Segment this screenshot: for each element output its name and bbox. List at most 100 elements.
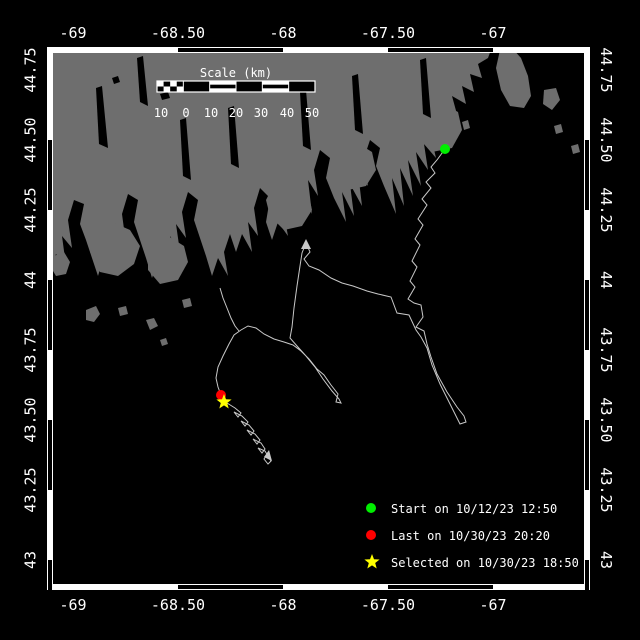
island — [266, 182, 312, 230]
legend-selected-marker — [364, 554, 380, 569]
frame-bottom — [47, 584, 590, 590]
marker-layer — [216, 144, 450, 409]
legend-label: Start on 10/12/23 12:50 — [391, 502, 557, 516]
island — [146, 318, 158, 330]
lon-label-bottom: -67 — [479, 596, 506, 614]
lat-label-left: 43.75 — [21, 327, 39, 372]
scale-tick-label: 10 — [204, 106, 218, 120]
island — [86, 306, 100, 322]
scale-tick-label: 30 — [254, 106, 268, 120]
lon-label-bottom: -67.50 — [361, 596, 415, 614]
lat-label-left: 44.75 — [21, 47, 39, 92]
scale-bar-title: Scale (km) — [200, 66, 272, 80]
island — [543, 88, 560, 110]
scale-tick-label: 50 — [305, 106, 319, 120]
lat-label-right: 44 — [597, 271, 615, 289]
legend-label: Selected on 10/30/23 18:50 — [391, 556, 579, 570]
lon-label-top: -69 — [59, 24, 86, 42]
island — [198, 170, 252, 228]
frame-tick-segment — [178, 48, 283, 52]
scale-segment — [236, 81, 263, 92]
island — [118, 306, 128, 316]
lat-label-left: 44.25 — [21, 187, 39, 232]
inlet — [228, 106, 239, 168]
frame-tick-segment — [585, 280, 589, 350]
frame-tick-segment — [585, 560, 589, 590]
scale-tick-label: 0 — [182, 106, 189, 120]
frame-tick-segment — [388, 48, 493, 52]
inlet — [420, 58, 431, 118]
lat-label-left: 43.50 — [21, 397, 39, 442]
inlet — [96, 86, 108, 148]
island — [332, 142, 376, 190]
lat-label-right: 43 — [597, 551, 615, 569]
lat-label-right: 44.25 — [597, 187, 615, 232]
mainland-coast — [47, 47, 492, 296]
track-arrowhead — [264, 450, 272, 461]
track-layer — [215, 148, 467, 465]
island — [554, 124, 563, 134]
scale-outline — [156, 80, 316, 93]
inlet — [112, 76, 120, 84]
lon-label-top: -67.50 — [361, 24, 415, 42]
frame-tick-segment — [48, 420, 52, 490]
inlet — [137, 56, 148, 106]
lat-label-left: 44.50 — [21, 117, 39, 162]
inlet — [160, 92, 170, 100]
inlet — [180, 118, 191, 180]
frame-top — [47, 47, 590, 53]
scale-segment-stripe — [262, 84, 289, 89]
map-frame — [47, 47, 590, 590]
scale-tick-label: 10 — [154, 106, 168, 120]
land-layer — [47, 47, 580, 346]
lat-label-right: 43.75 — [597, 327, 615, 372]
scale-segment — [183, 81, 210, 92]
lat-label-right: 44.75 — [597, 47, 615, 92]
selected-marker — [216, 394, 232, 409]
lon-label-top: -68.50 — [151, 24, 205, 42]
drifter-track — [215, 148, 467, 425]
lat-label-right: 43.25 — [597, 467, 615, 512]
legend: Start on 10/12/23 12:50 Last on 10/30/23 … — [364, 502, 579, 570]
lat-label-left: 44 — [21, 271, 39, 289]
lat-label-left: 43.25 — [21, 467, 39, 512]
frame-tick-segment — [48, 140, 52, 210]
inlet — [352, 74, 363, 134]
island — [462, 120, 470, 130]
drifter-track — [219, 287, 240, 332]
island — [148, 236, 188, 284]
island — [90, 222, 140, 276]
island — [496, 48, 531, 108]
legend-label: Last on 10/30/23 20:20 — [391, 529, 550, 543]
lon-label-bottom: -68.50 — [151, 596, 205, 614]
legend-last-marker — [366, 530, 376, 540]
frame-tick-segment — [48, 560, 52, 590]
lon-label-bottom: -68 — [269, 596, 296, 614]
scale-checker-cell — [176, 86, 184, 92]
axis-labels: -69 -69 -68.50 -68.50 -68 -68 -67.50 -67.50 -67 -… — [21, 24, 615, 614]
lat-label-right: 43.50 — [597, 397, 615, 442]
scale-tick-label: 20 — [229, 106, 243, 120]
lon-label-bottom: -69 — [59, 596, 86, 614]
scale-segment-stripe — [209, 84, 236, 89]
frame-tick-segment — [388, 585, 493, 589]
island — [50, 252, 70, 276]
track-arrowhead — [301, 239, 311, 249]
start-marker — [440, 144, 450, 154]
frame-tick-segment — [48, 280, 52, 350]
legend-start-marker — [366, 503, 376, 513]
frame-tick-segment — [178, 585, 283, 589]
scale-checker-cell — [163, 86, 171, 92]
scale-tick-label: 40 — [280, 106, 294, 120]
inlet — [300, 90, 311, 150]
lon-label-top: -67 — [479, 24, 506, 42]
island — [571, 144, 580, 154]
scale-segment — [288, 81, 315, 92]
lon-label-top: -68 — [269, 24, 296, 42]
island — [160, 338, 168, 346]
scale-checker-cell — [157, 81, 164, 87]
frame-tick-segment — [585, 420, 589, 490]
scale-bar: Scale (km) 10 0 10 20 30 40 50 — [154, 66, 319, 120]
frame-tick-segment — [585, 140, 589, 210]
